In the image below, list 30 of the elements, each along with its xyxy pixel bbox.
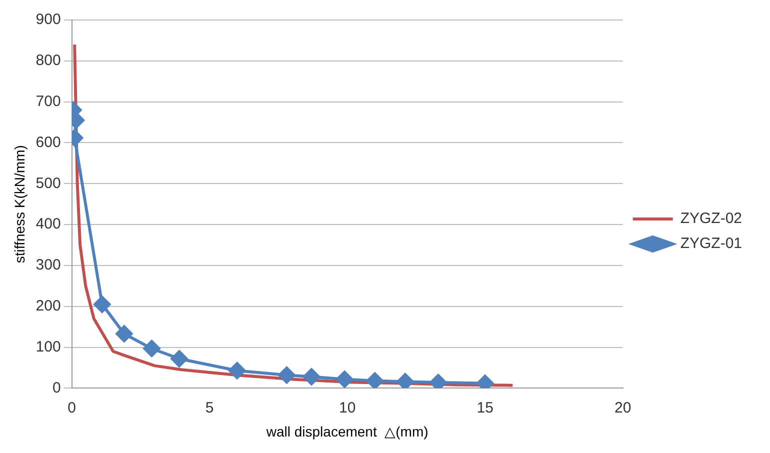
legend-label: ZYGZ-02: [680, 210, 742, 228]
point: [303, 368, 320, 386]
point: [143, 340, 160, 358]
point: [366, 372, 384, 388]
point: [278, 366, 296, 384]
x-tick-label: 0: [68, 399, 76, 416]
y-tick-label: 600: [36, 134, 61, 151]
point: [396, 373, 414, 388]
y-tick-label: 700: [36, 92, 61, 110]
x-tick-label: 15: [476, 399, 494, 416]
point: [228, 362, 246, 380]
point: [336, 370, 354, 388]
x-axis-title: wall displacement △(mm): [265, 423, 428, 440]
y-tick-label: 200: [36, 298, 61, 315]
x-tick-label: 20: [614, 399, 632, 416]
y-tick-label: 300: [36, 256, 61, 274]
legend-label: ZYGZ-01: [680, 235, 742, 252]
y-tick-label: 400: [36, 216, 61, 233]
y-axis-title: stiffness K(kN/mm): [11, 145, 28, 264]
point: [430, 374, 447, 388]
point: [116, 325, 133, 342]
x-tick-label: 5: [205, 399, 214, 416]
y-tick-label: 0: [52, 379, 61, 396]
y-tick-label: 800: [36, 52, 61, 70]
y-tick-label: 900: [36, 11, 61, 28]
y-tick-label: 500: [36, 174, 61, 192]
y-tick-label: 100: [36, 338, 61, 356]
x-tick-label: 10: [338, 399, 356, 416]
point: [170, 350, 188, 368]
point: [94, 296, 111, 313]
